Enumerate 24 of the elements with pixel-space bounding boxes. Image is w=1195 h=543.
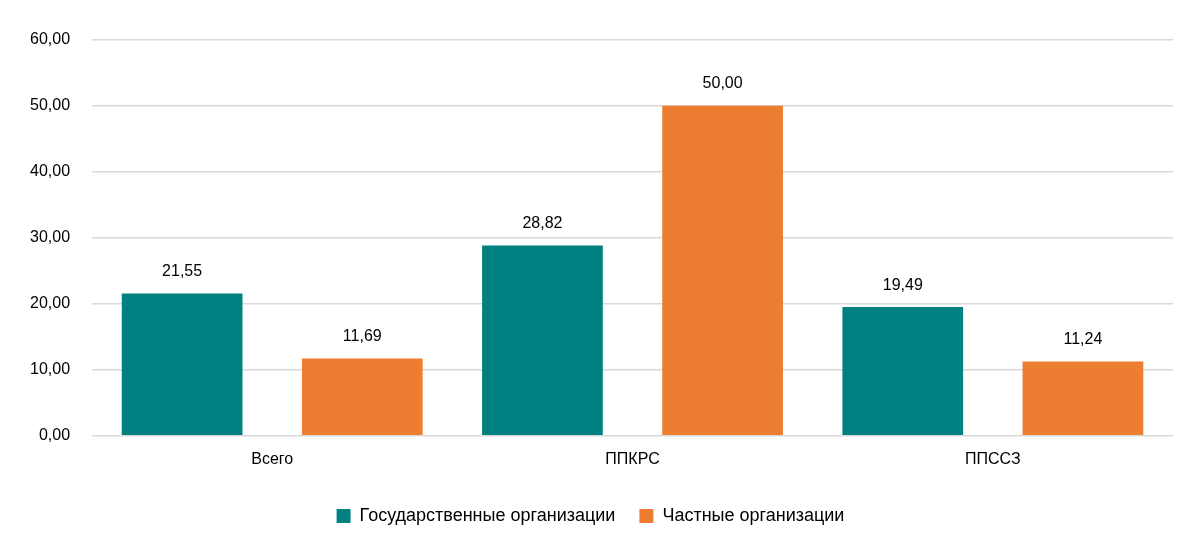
x-tick-label: ППКРС: [605, 449, 660, 467]
y-tick-label: 50,00: [29, 96, 71, 114]
x-tick-label: Всего: [251, 449, 294, 467]
data-label: 19,49: [882, 275, 923, 293]
bar: [662, 105, 783, 436]
data-label: 21,55: [162, 261, 203, 279]
y-tick-label: 30,00: [29, 228, 71, 246]
data-label: 50,00: [702, 74, 743, 92]
data-label: 11,24: [1063, 329, 1103, 347]
data-label: 28,82: [522, 213, 563, 231]
y-tick-label: 20,00: [29, 294, 71, 312]
y-tick-label: 10,00: [29, 360, 71, 378]
x-tick-label: ППССЗ: [965, 449, 1021, 467]
bar: [301, 358, 423, 436]
y-tick-label: 40,00: [29, 162, 71, 180]
bar: [121, 293, 243, 436]
y-tick-label: 0,00: [38, 426, 71, 444]
bar: [1022, 361, 1144, 436]
bar: [842, 307, 964, 436]
data-label: 11,69: [342, 327, 382, 345]
legend-label: Частные организации: [662, 504, 845, 525]
bar: [482, 245, 603, 436]
y-tick-label: 60,00: [29, 30, 71, 48]
legend-label: Государственные организации: [359, 504, 616, 525]
